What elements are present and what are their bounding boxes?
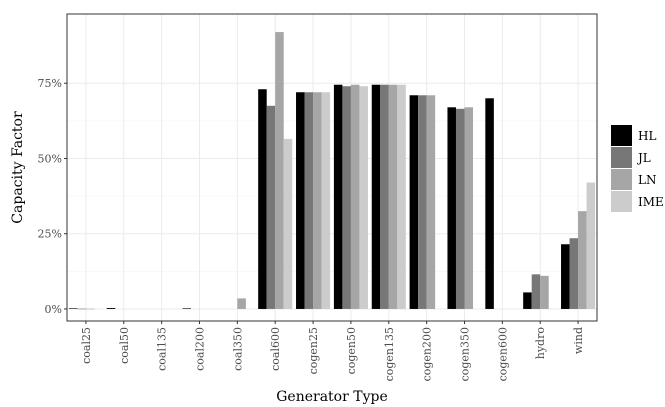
bar-JL-coal600 (266, 105, 276, 309)
x-tick-label: cogen25 (307, 327, 320, 374)
x-tick-label: coal50 (118, 327, 131, 364)
bar-LN-cogen135 (388, 84, 398, 309)
y-axis-title: Capacity Factor (10, 111, 26, 224)
bars (68, 32, 596, 310)
x-tick-label: cogen135 (383, 327, 396, 381)
bar-JL-wind (569, 238, 579, 309)
bar-HL-cogen200 (409, 95, 419, 309)
bar-HL-coal50 (106, 308, 116, 309)
x-tick-label: coal135 (156, 327, 169, 371)
bar-LN-coal600 (275, 32, 284, 309)
bar-HL-cogen135 (371, 84, 381, 309)
panel-border (66, 13, 598, 322)
bar-JL-cogen135 (380, 84, 389, 309)
y-tick-label: 75% (38, 77, 62, 90)
x-tick-label: coal200 (194, 327, 207, 371)
x-tick-label: coal25 (80, 327, 93, 364)
y-tick-label: 0% (45, 303, 62, 316)
bar-IME-cogen25 (321, 92, 331, 309)
legend-key-IME (611, 191, 632, 212)
bar-JL-cogen25 (304, 92, 314, 309)
bar-HL-hydro (523, 292, 532, 309)
legend: HL JL LN IME (611, 125, 664, 212)
bar-HL-wind (561, 244, 570, 309)
bar-HL-cogen25 (296, 92, 305, 309)
bar-LN-hydro (540, 275, 549, 309)
bar-JL-cogen200 (418, 95, 427, 309)
y-tick-label: 25% (38, 228, 62, 241)
x-tick-label: coal600 (269, 327, 282, 371)
bar-HL-cogen350 (447, 107, 456, 309)
x-tick-label: cogen600 (496, 327, 509, 381)
x-tick-label: cogen200 (421, 327, 434, 381)
bar-IME-coal600 (283, 138, 293, 309)
x-axis-title: Generator Type (276, 389, 388, 405)
x-tick-label: hydro (534, 327, 547, 360)
bar-JL-cogen50 (342, 86, 351, 309)
legend-key-LN (611, 169, 632, 190)
x-axis: coal25 coal50 coal135 coal200 coal350 coal600… (80, 321, 585, 381)
bar-LN-coal350 (237, 298, 246, 309)
grid-lines (67, 14, 597, 321)
legend-label-HL: HL (638, 129, 656, 143)
bar-LN-cogen50 (350, 84, 360, 309)
y-tick-label: 50% (38, 152, 62, 165)
x-tick-label: cogen50 (345, 327, 358, 374)
legend-key-JL (611, 147, 632, 168)
bar-IME-cogen135 (397, 84, 406, 309)
legend-key-HL (611, 125, 632, 146)
y-axis: 0% 25% 50% 75% (38, 77, 67, 316)
x-tick-label: wind (572, 327, 585, 354)
bar-IME-cogen50 (359, 86, 368, 309)
bar-LN-coal25 (85, 308, 95, 310)
bar-LN-cogen25 (313, 92, 322, 309)
bar-LN-cogen200 (426, 95, 436, 309)
bar-LN-wind (578, 211, 587, 309)
legend-label-LN: LN (638, 173, 656, 187)
bar-HL-cogen600 (485, 98, 494, 309)
bar-HL-cogen50 (333, 84, 343, 309)
bar-JL-cogen350 (455, 108, 465, 309)
legend-label-JL: JL (636, 151, 651, 165)
bar-JL-hydro (531, 274, 541, 309)
bar-LN-cogen350 (464, 107, 474, 309)
bar-JL-coal25 (77, 308, 86, 310)
legend-label-IME: IME (638, 195, 664, 209)
bar-HL-coal200 (182, 308, 191, 309)
bar-HL-coal25 (68, 308, 78, 309)
x-tick-label: cogen350 (459, 327, 472, 381)
x-tick-label: coal350 (231, 327, 244, 371)
bar-HL-coal600 (258, 89, 267, 309)
bar-IME-wind (586, 182, 596, 309)
